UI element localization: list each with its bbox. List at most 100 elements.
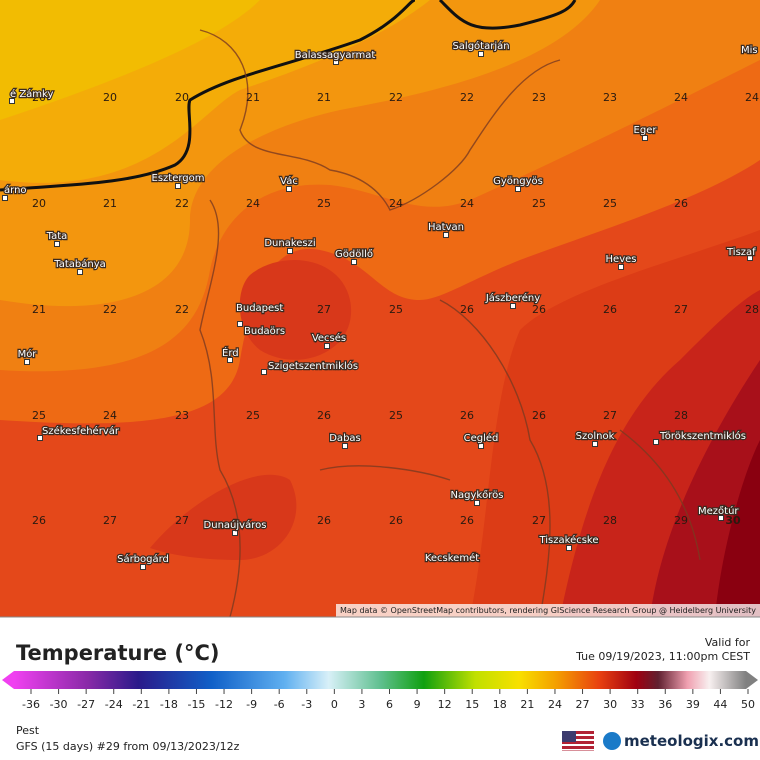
grid-temperature: 24 xyxy=(460,197,474,210)
grid-temperature: 27 xyxy=(317,303,331,316)
zone-20 xyxy=(0,0,260,120)
grid-temperature: 26 xyxy=(460,303,474,316)
city-label: Tatabánya xyxy=(53,258,106,270)
grid-temperature: 23 xyxy=(175,409,189,422)
city-dot xyxy=(286,186,292,192)
scale-tick-label: -27 xyxy=(77,698,95,711)
city-label: Tiszaf xyxy=(726,247,756,258)
attribution: Map data © OpenStreetMap contributors, r… xyxy=(340,606,756,615)
city-dot xyxy=(351,259,357,265)
city-label: Gödöllő xyxy=(335,248,373,260)
city-label: Budapest xyxy=(236,303,283,314)
grid-temperature: 27 xyxy=(532,514,546,527)
city-label: Nagykőrös xyxy=(450,489,503,501)
zone-27-south xyxy=(150,474,297,560)
city-label: Sárbogárd xyxy=(117,553,169,565)
scale-tick-label: -6 xyxy=(274,698,285,711)
location: Pest xyxy=(16,724,40,737)
scale-tick-label: -24 xyxy=(105,698,123,711)
grid-temperature: 27 xyxy=(603,409,617,422)
city-dot xyxy=(342,443,348,449)
scale-tick-label: 27 xyxy=(576,698,590,711)
flag xyxy=(562,731,594,751)
grid-temperature: 21 xyxy=(32,303,46,316)
scale-tick-label: 0 xyxy=(331,698,338,711)
city-label: Tata xyxy=(46,231,68,242)
scale-tick-label: -3 xyxy=(301,698,312,711)
grid-temperature: 21 xyxy=(246,91,260,104)
grid-temperature: 22 xyxy=(175,303,189,316)
scale-tick-label: 9 xyxy=(414,698,421,711)
grid-temperature: 25 xyxy=(32,409,46,422)
city-dot xyxy=(642,135,648,141)
grid-temperature: 26 xyxy=(460,409,474,422)
grid-temperature: 29 xyxy=(674,514,688,527)
city-dot xyxy=(515,186,521,192)
city-dot xyxy=(9,98,15,104)
city-label: Dunaújváros xyxy=(204,519,267,531)
valid-time: Tue 09/19/2023, 11:00pm CEST xyxy=(575,650,750,663)
scale-tick-label: -9 xyxy=(246,698,257,711)
city-dot xyxy=(261,369,267,375)
grid-temperature: 26 xyxy=(317,409,331,422)
city-dot xyxy=(333,59,339,65)
scale-tick-label: 39 xyxy=(686,698,700,711)
zone-30 xyxy=(715,440,760,617)
city-label: Vecsés xyxy=(312,332,346,344)
city-label: Mezőtúr xyxy=(698,505,739,517)
scale-tick-label: -21 xyxy=(132,698,150,711)
grid-temperature: 24 xyxy=(246,197,260,210)
grid-temperature: 26 xyxy=(317,514,331,527)
city-label: Dabas xyxy=(329,433,361,444)
city-label: Kecskemét xyxy=(425,552,479,564)
grid-temperature: 20 xyxy=(175,91,189,104)
city-dot xyxy=(54,241,60,247)
scale-tick-label: 6 xyxy=(386,698,393,711)
grid-temperature: 20 xyxy=(32,91,46,104)
city-label: é Zámky xyxy=(10,88,53,100)
city-label: Érd xyxy=(222,346,239,359)
country-border xyxy=(0,0,577,192)
zone-27-core xyxy=(239,260,352,360)
city-dot xyxy=(478,51,484,57)
city-label: Budaörs xyxy=(244,326,285,337)
colorbar xyxy=(14,671,746,689)
city-label: Salgótarján xyxy=(452,40,509,52)
grid-temperature: 24 xyxy=(103,409,117,422)
grid-temperature: 25 xyxy=(389,303,403,316)
scale-tick-label: 3 xyxy=(358,698,365,711)
city-label: Törökszentmiklós xyxy=(659,430,746,442)
city-dot xyxy=(718,515,724,521)
city-label: Hatvan xyxy=(428,222,464,233)
grid-temperature: 22 xyxy=(175,197,189,210)
grid-temperature: 28 xyxy=(603,514,617,527)
city-dot xyxy=(474,500,480,506)
city-dot xyxy=(566,545,572,551)
scale-tick-label: -12 xyxy=(215,698,233,711)
scale-tick-label: 33 xyxy=(631,698,645,711)
map: Map data © OpenStreetMap contributors, r… xyxy=(0,0,760,618)
brand[interactable]: meteologix.com xyxy=(624,732,759,750)
city-label: Eger xyxy=(634,125,658,136)
grid-temperature: 26 xyxy=(460,514,474,527)
city-label: Jászberény xyxy=(485,292,540,304)
grid-temperature: 26 xyxy=(532,409,546,422)
city-dot xyxy=(175,183,181,189)
city-label: Szolnok xyxy=(576,431,615,442)
scale-tick-label: 21 xyxy=(520,698,534,711)
scale-tick-label: 50 xyxy=(741,698,755,711)
grid-temperature: 22 xyxy=(460,91,474,104)
grid-temperature: 27 xyxy=(103,514,117,527)
city-dot xyxy=(618,264,624,270)
scale-tick-label: -15 xyxy=(187,698,205,711)
city-label: árno xyxy=(4,184,27,196)
brand-logo xyxy=(603,732,621,750)
city-label: Székesfehérvár xyxy=(42,425,120,437)
city-label: Szigetszentmiklós xyxy=(268,360,358,372)
model-run: GFS (15 days) #29 from 09/13/2023/12z xyxy=(16,740,240,753)
city-dot xyxy=(747,255,753,261)
grid-temperature: 25 xyxy=(603,197,617,210)
city-dot xyxy=(653,439,659,445)
city-dot xyxy=(287,248,293,254)
